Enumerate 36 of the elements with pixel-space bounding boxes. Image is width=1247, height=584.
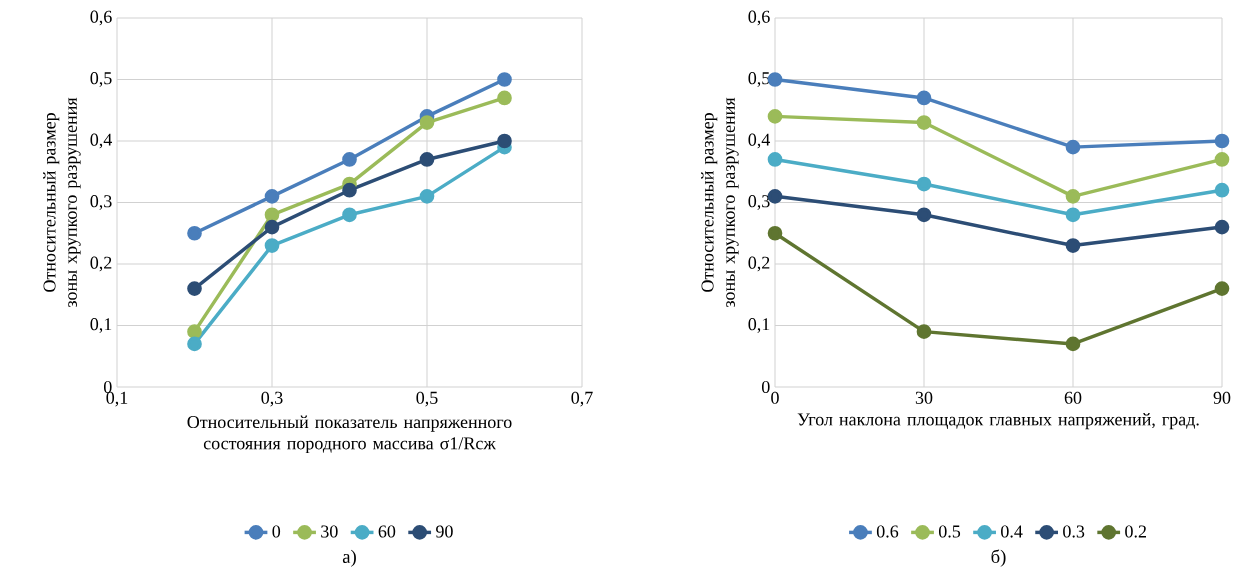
legend-label: 0.5 (938, 525, 961, 538)
y-tick-label: 0,5 (90, 72, 112, 87)
x-tick-label: 60 (1064, 391, 1082, 404)
y-tick-label: 0,4 (90, 133, 113, 149)
legend-label: 30 (321, 525, 338, 538)
x-tick-label: 0,3 (261, 391, 283, 407)
x-tick-label: 0 (771, 391, 779, 404)
text: а) (342, 549, 356, 567)
y-tick-label: 0,1 (748, 318, 770, 333)
legend-label: 0.6 (876, 525, 899, 538)
legend-label: 0.3 (1063, 525, 1085, 538)
x-axis-title: Относительный показатель напряженного состояния породного массива σ1/Rсж (187, 415, 512, 454)
legend-label: 0.4 (1001, 525, 1023, 538)
x-tick-label: 30 (915, 391, 933, 404)
y-tick-label: 0 (761, 380, 770, 394)
y-tick-label: 0,6 (748, 10, 770, 26)
x-tick-label: 0,5 (416, 391, 438, 407)
text: б) (991, 549, 1006, 567)
y-axis-title: Относительный размер зоны хрупкого разрушения (701, 97, 739, 308)
y-tick-label: 0 (103, 380, 112, 394)
legend-label: 0 (272, 525, 281, 538)
y-tick-label: 0,2 (90, 256, 112, 272)
legend-label: 0.2 (1125, 525, 1146, 538)
legend-label: 90 (436, 525, 453, 538)
x-axis-title: Угол наклона площадок главных напряжений, град. (797, 413, 1199, 430)
y-axis-title: Относительный размер зоны хрупкого разрушения (43, 97, 81, 308)
x-tick-label: 90 (1213, 391, 1231, 404)
x-tick-label: 0,7 (571, 391, 593, 407)
y-tick-label: 0,6 (90, 10, 112, 26)
y-tick-label: 0,3 (748, 195, 770, 210)
y-tick-label: 0,1 (90, 318, 112, 333)
y-tick-label: 0,2 (748, 256, 770, 272)
y-tick-label: 0,3 (90, 195, 112, 210)
y-tick-label: 0,4 (748, 133, 771, 149)
x-tick-label: 0,1 (106, 391, 128, 407)
legend-label: 60 (378, 525, 396, 538)
